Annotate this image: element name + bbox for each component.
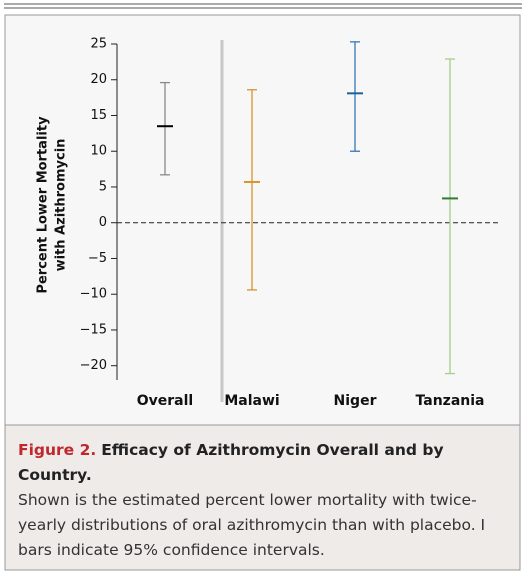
y-tick-label: 0	[99, 215, 107, 230]
y-tick-label: −5	[88, 251, 107, 266]
plot-panel	[4, 14, 521, 426]
x-tick-label: Overall	[137, 393, 193, 409]
caption-text: Shown is the estimated percent lower mor…	[18, 491, 486, 559]
y-tick-label: 5	[99, 179, 107, 194]
x-tick-label: Niger	[334, 393, 377, 409]
caption-title: Efficacy of Azithromycin Overall and by …	[18, 441, 444, 484]
y-tick-label: 20	[90, 72, 107, 87]
y-tick-label: −20	[80, 358, 107, 373]
y-tick-label: 25	[90, 37, 107, 52]
caption-label: Figure 2.	[18, 441, 97, 459]
caption: Figure 2. Efficacy of Azithromycin Overa…	[18, 438, 514, 563]
y-axis-label: Percent Lower Mortality	[36, 116, 51, 294]
y-tick-label: −10	[80, 287, 107, 302]
x-tick-label: Tanzania	[416, 393, 485, 409]
y-axis-label: with Azithromycin	[54, 139, 69, 272]
y-tick-label: 10	[90, 144, 107, 159]
y-tick-label: 15	[90, 108, 107, 123]
x-tick-label: Malawi	[224, 393, 279, 409]
y-tick-label: −15	[80, 322, 107, 337]
caption-panel	[4, 424, 521, 571]
